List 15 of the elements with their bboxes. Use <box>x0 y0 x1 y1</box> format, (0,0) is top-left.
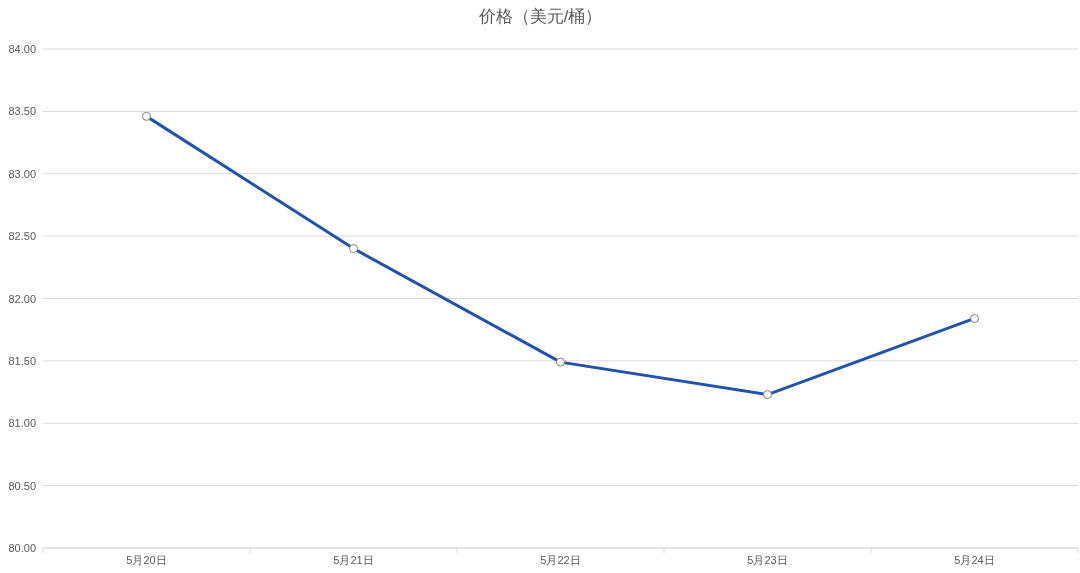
x-tick-label: 5月24日 <box>954 554 995 566</box>
x-tick-label: 5月20日 <box>126 554 167 566</box>
y-tick-label: 82.50 <box>8 230 36 243</box>
y-tick-label: 80.00 <box>8 542 36 554</box>
chart-title: 价格（美元/桶） <box>477 7 603 26</box>
x-tick-label: 5月21日 <box>333 554 374 566</box>
x-tick-label: 5月23日 <box>747 554 788 566</box>
x-tick-label: 5月22日 <box>540 554 581 566</box>
y-tick-label: 80.50 <box>8 479 36 492</box>
y-tick-label: 83.00 <box>8 167 36 180</box>
y-tick-label: 83.50 <box>8 105 36 118</box>
y-tick-label: 81.50 <box>8 354 36 367</box>
y-tick-label: 84.00 <box>8 43 36 55</box>
y-tick-label: 81.00 <box>8 417 36 430</box>
y-tick-label: 82.00 <box>8 292 36 305</box>
